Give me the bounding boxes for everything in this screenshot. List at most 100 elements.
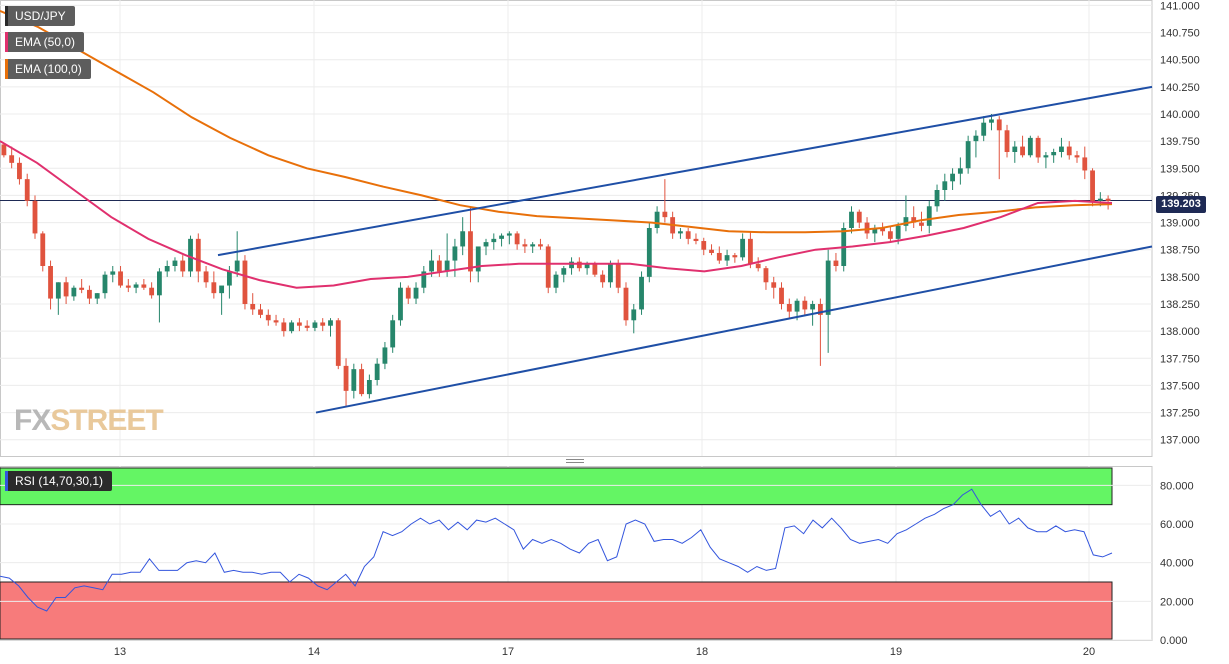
candle-body xyxy=(716,252,722,261)
x-tick-label: 18 xyxy=(696,646,708,658)
candle-body xyxy=(320,322,326,326)
candle-body xyxy=(895,225,901,239)
candle-body xyxy=(1082,157,1088,171)
candle-body xyxy=(1090,170,1095,201)
candle-body xyxy=(110,271,116,275)
candle-body xyxy=(149,287,155,296)
candle-body xyxy=(514,233,520,245)
candle-body xyxy=(856,211,862,223)
candle-body xyxy=(359,369,365,395)
ema100-line xyxy=(0,9,1113,234)
candle-body xyxy=(1035,137,1041,158)
candle-body xyxy=(576,261,582,269)
y-tick-label: 140.500 xyxy=(1160,55,1200,67)
candle-body xyxy=(9,155,15,163)
candle-body xyxy=(1043,155,1049,158)
candle-body xyxy=(810,304,816,310)
candle-body xyxy=(1105,198,1111,201)
candle-body xyxy=(732,255,738,258)
candle-body xyxy=(296,322,302,326)
candle-body xyxy=(390,320,396,348)
rsi-y-tick-label: 20.000 xyxy=(1160,596,1194,608)
candle-body xyxy=(429,260,434,272)
candle-body xyxy=(343,365,349,391)
legend-ema100-label[interactable]: EMA (100,0) xyxy=(5,59,91,79)
price-pane-frame xyxy=(0,0,1153,457)
y-tick-label: 140.250 xyxy=(1160,82,1200,94)
candle-body xyxy=(608,263,613,283)
candle-body xyxy=(242,260,248,304)
y-tick-label: 138.500 xyxy=(1160,272,1200,284)
candle-body xyxy=(421,271,427,288)
trend-channel-line xyxy=(217,85,1153,257)
rsi-y-tick-label: 40.000 xyxy=(1160,558,1194,570)
candle-body xyxy=(561,268,567,275)
candle-body xyxy=(87,289,92,299)
y-tick-label: 137.500 xyxy=(1160,380,1200,392)
candle-body xyxy=(701,241,707,250)
candle-body xyxy=(102,274,108,294)
candle-body xyxy=(755,263,761,269)
candle-body xyxy=(452,246,458,261)
candle-body xyxy=(887,231,893,239)
y-tick-label: 141.000 xyxy=(1160,0,1200,12)
legend-rsi-label[interactable]: RSI (14,70,30,1) xyxy=(5,471,113,491)
candle-body xyxy=(1,144,7,156)
candle-body xyxy=(1004,130,1010,152)
candle-body xyxy=(468,231,473,272)
candle-body xyxy=(763,268,769,283)
candle-body xyxy=(880,228,886,232)
candle-body xyxy=(942,181,948,190)
candle-body xyxy=(522,244,528,247)
candle-body xyxy=(833,260,839,266)
candle-body xyxy=(957,168,963,174)
candle-body xyxy=(125,285,131,288)
candle-body xyxy=(304,325,310,328)
candle-body xyxy=(188,238,193,272)
candle-body xyxy=(211,282,217,294)
candle-body xyxy=(996,119,1002,131)
candle-body xyxy=(289,322,295,332)
candle-body xyxy=(569,261,574,269)
candle-body xyxy=(981,122,987,136)
candle-body xyxy=(646,228,652,277)
candle-body xyxy=(366,380,372,395)
candle-body xyxy=(779,287,784,304)
candle-body xyxy=(460,231,466,247)
logo-part-fx: FX xyxy=(14,404,51,437)
candle-body xyxy=(771,282,777,288)
candle-body xyxy=(273,320,279,323)
candle-body xyxy=(989,119,994,123)
candle-body xyxy=(1020,146,1025,156)
candle-body xyxy=(825,260,831,315)
candle-body xyxy=(444,260,450,272)
candle-body xyxy=(398,287,403,321)
candle-body xyxy=(351,369,357,391)
rsi-overbought-zone xyxy=(0,467,1113,506)
y-tick-label: 140.750 xyxy=(1160,28,1200,40)
candle-body xyxy=(94,293,100,299)
y-tick-label: 139.000 xyxy=(1160,218,1200,230)
candle-body xyxy=(639,276,644,310)
candle-body xyxy=(584,263,590,269)
candle-body xyxy=(475,246,481,272)
legend-pair-label[interactable]: USD/JPY xyxy=(5,6,75,26)
y-tick-label: 140.000 xyxy=(1160,109,1200,121)
current-price-badge: 139.203 xyxy=(1156,196,1206,213)
candle-body xyxy=(685,231,691,239)
pane-resize-handle[interactable] xyxy=(566,459,584,465)
candle-body xyxy=(48,266,53,299)
candle-body xyxy=(903,217,909,226)
candle-body xyxy=(32,200,38,234)
candle-body xyxy=(786,304,792,312)
legend-ema50-label[interactable]: EMA (50,0) xyxy=(5,32,85,52)
candle-body xyxy=(1059,146,1064,152)
candle-body xyxy=(499,235,504,239)
y-tick-label: 137.750 xyxy=(1160,353,1200,365)
candle-body xyxy=(164,266,170,272)
candle-body xyxy=(553,274,559,288)
candle-body xyxy=(40,233,46,266)
y-tick-label: 139.750 xyxy=(1160,136,1200,148)
candle-body xyxy=(747,238,753,264)
